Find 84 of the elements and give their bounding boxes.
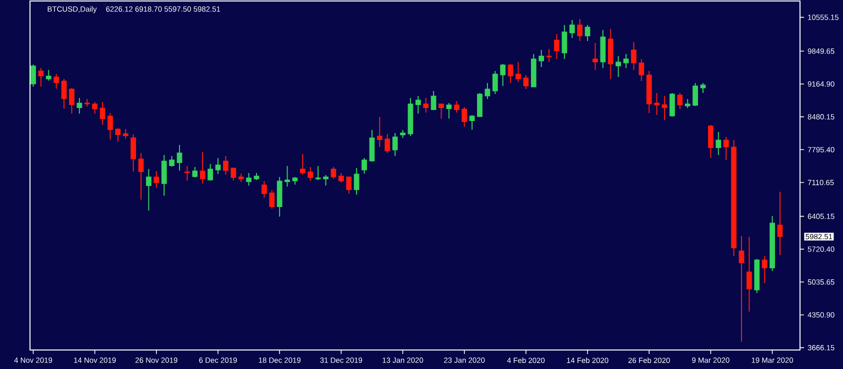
candlestick xyxy=(76,97,82,114)
candlestick xyxy=(284,165,290,188)
candlestick xyxy=(484,82,490,100)
candlestick xyxy=(631,42,636,70)
candlestick xyxy=(323,174,328,186)
candlestick xyxy=(169,156,174,168)
candlestick xyxy=(677,92,683,110)
candlestick xyxy=(192,166,198,178)
candlestick xyxy=(176,144,182,172)
candlestick xyxy=(100,102,106,126)
candlestick xyxy=(308,166,314,182)
candlestick xyxy=(469,114,475,130)
candlestick xyxy=(115,128,121,142)
candlestick xyxy=(523,74,529,90)
candlestick xyxy=(215,157,221,174)
candlestick xyxy=(777,191,783,256)
candlestick xyxy=(584,24,590,42)
candlestick xyxy=(30,64,36,88)
candlestick xyxy=(423,97,429,114)
candlestick xyxy=(354,167,360,196)
candlestick xyxy=(376,116,382,148)
candlestick xyxy=(61,78,67,110)
candlestick xyxy=(554,33,560,60)
candlestick xyxy=(508,63,514,84)
candlestick xyxy=(592,42,598,70)
candlestick xyxy=(269,189,275,210)
candlestick xyxy=(762,256,768,284)
candlestick xyxy=(338,172,344,184)
candlestick xyxy=(662,96,668,120)
candlestick xyxy=(230,167,236,182)
candlestick xyxy=(500,63,506,86)
candlestick xyxy=(538,49,544,68)
candlestick xyxy=(708,124,714,158)
candlestick xyxy=(154,170,160,188)
candlestick xyxy=(746,236,752,312)
candlestick xyxy=(223,156,228,176)
candlestick xyxy=(616,56,622,78)
candlestick xyxy=(569,19,575,38)
candlestick xyxy=(670,92,675,118)
candlestick xyxy=(346,176,352,194)
candlestick xyxy=(700,82,706,94)
candlestick xyxy=(738,236,744,342)
candlestick xyxy=(384,133,390,154)
candlestick xyxy=(623,53,629,68)
candlestick xyxy=(92,102,98,114)
candlestick xyxy=(692,82,698,106)
candlestick xyxy=(184,165,190,182)
candlestick xyxy=(146,168,152,212)
candlestick xyxy=(392,132,398,157)
candlestick xyxy=(415,96,421,114)
candlestick xyxy=(723,136,729,160)
candlestick xyxy=(492,70,498,94)
candlestick xyxy=(684,98,690,108)
candlestick xyxy=(516,62,521,83)
candlestick xyxy=(69,88,74,114)
candlestick xyxy=(54,73,60,90)
candlestick xyxy=(362,157,367,174)
candlestick xyxy=(262,180,267,198)
candlestick xyxy=(446,102,452,120)
candlestick xyxy=(46,70,52,82)
candlestick xyxy=(122,128,128,140)
candlestick xyxy=(638,58,644,82)
candlestick xyxy=(369,129,375,162)
candlestick xyxy=(108,112,113,140)
candlestick xyxy=(654,92,660,116)
candlestick xyxy=(438,103,444,120)
candlestick xyxy=(208,163,213,182)
candlestick xyxy=(161,154,167,196)
candlestick xyxy=(246,172,252,186)
candlestick xyxy=(546,48,552,63)
candlestick xyxy=(315,165,321,180)
candlestick xyxy=(300,153,306,176)
candlestick xyxy=(430,90,436,110)
candlestick xyxy=(38,68,44,88)
candlestick xyxy=(130,134,136,172)
candlestick xyxy=(462,106,468,128)
candlestick xyxy=(454,100,460,114)
candlestick xyxy=(200,151,206,184)
candlestick xyxy=(562,24,568,60)
candlestick xyxy=(577,18,583,42)
candlestick xyxy=(477,92,482,118)
candlestick xyxy=(716,131,722,156)
candlestick xyxy=(138,152,144,200)
candlestick xyxy=(330,166,336,180)
